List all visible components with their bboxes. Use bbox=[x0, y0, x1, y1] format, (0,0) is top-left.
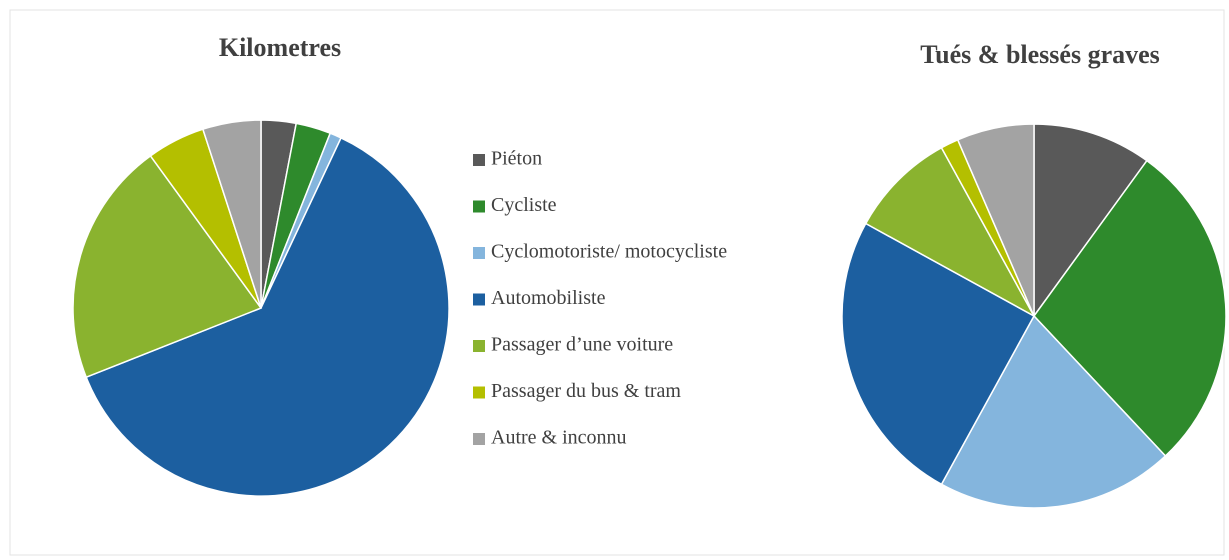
legend-label: Automobiliste bbox=[491, 287, 606, 309]
legend-label: Passager d’une voiture bbox=[491, 334, 673, 356]
pie-slice bbox=[940, 314, 1167, 509]
legend-label: Autre & inconnu bbox=[491, 427, 627, 449]
legend-swatch bbox=[473, 386, 485, 399]
pie-slice bbox=[864, 146, 1036, 318]
legend-label: Piéton bbox=[491, 148, 542, 170]
chart-title: Tués & blessés graves bbox=[920, 40, 1160, 69]
pie-slice bbox=[85, 136, 450, 497]
pie-slice bbox=[1033, 159, 1227, 458]
legend: Piéton Cycliste Cyclomotoriste/ motocyclis… bbox=[473, 148, 727, 449]
legend-swatch bbox=[473, 154, 485, 166]
pie-slice bbox=[72, 154, 263, 379]
legend-label: Passager du bus & tram bbox=[491, 380, 681, 402]
pie-slice bbox=[841, 222, 1036, 486]
pie-slice bbox=[1033, 123, 1148, 319]
legend-swatch bbox=[473, 293, 485, 306]
legend-label: Cycliste bbox=[491, 194, 557, 216]
legend-swatch bbox=[473, 433, 485, 445]
legend-swatch bbox=[473, 340, 485, 352]
chart-title: Kilometres bbox=[219, 33, 341, 62]
pie-slice bbox=[956, 123, 1035, 317]
legend-swatch bbox=[473, 247, 485, 259]
legend-label: Cyclomotoriste/ motocycliste bbox=[491, 241, 727, 263]
legend-swatch bbox=[473, 200, 485, 213]
pie-slice bbox=[201, 119, 262, 309]
